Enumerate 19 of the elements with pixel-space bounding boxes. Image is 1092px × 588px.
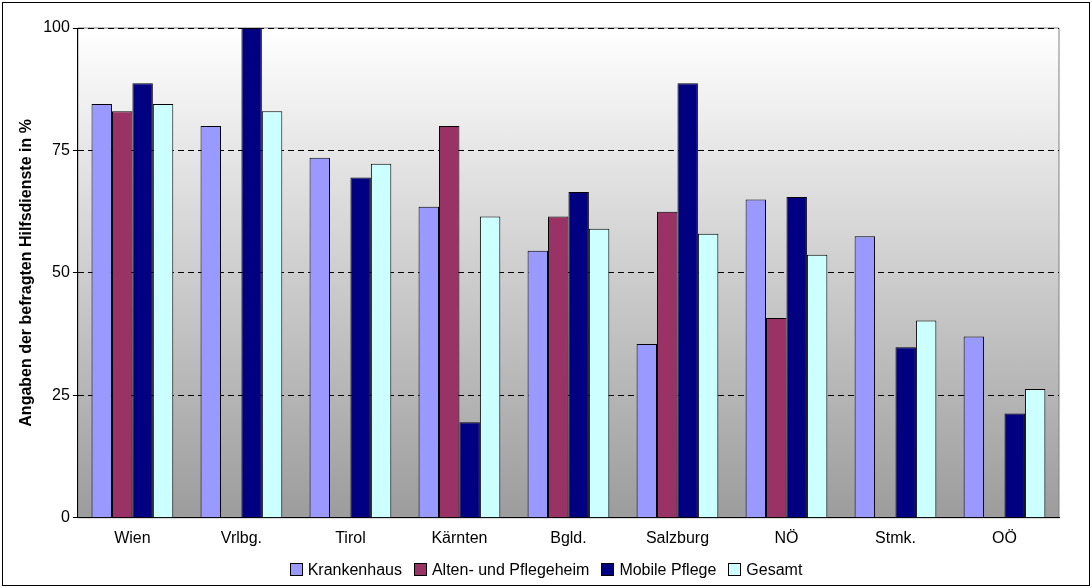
x-tick-label: Wien bbox=[114, 528, 151, 546]
y-tick-label: 50 bbox=[52, 263, 70, 281]
x-tick-label: Stmk. bbox=[875, 528, 916, 546]
x-tick-label: Tirol bbox=[335, 528, 366, 546]
x-tick-label: Kärnten bbox=[431, 528, 488, 546]
x-tick-label: Vrlbg. bbox=[220, 528, 263, 546]
y-tick-label: 75 bbox=[52, 140, 70, 158]
x-tick-label: OÖ bbox=[992, 528, 1017, 546]
y-tick-label: 25 bbox=[52, 385, 70, 403]
legend-label: Mobile Pflege bbox=[618, 561, 717, 578]
x-tick-label: NÖ bbox=[774, 528, 799, 546]
legend-label: Alten- und Pflegeheim bbox=[430, 561, 590, 578]
text: Krankenhaus bbox=[306, 561, 402, 578]
y-tick-label: 0 bbox=[60, 508, 70, 526]
legend-label: Gesamt bbox=[745, 561, 803, 578]
x-tick-label: Bgld. bbox=[550, 528, 587, 546]
y-tick-label: 100 bbox=[43, 18, 70, 36]
x-tick-label: Salzburg bbox=[645, 528, 710, 546]
y-axis-title: Angaben der befragten Hilfsdienste in % bbox=[17, 119, 35, 427]
